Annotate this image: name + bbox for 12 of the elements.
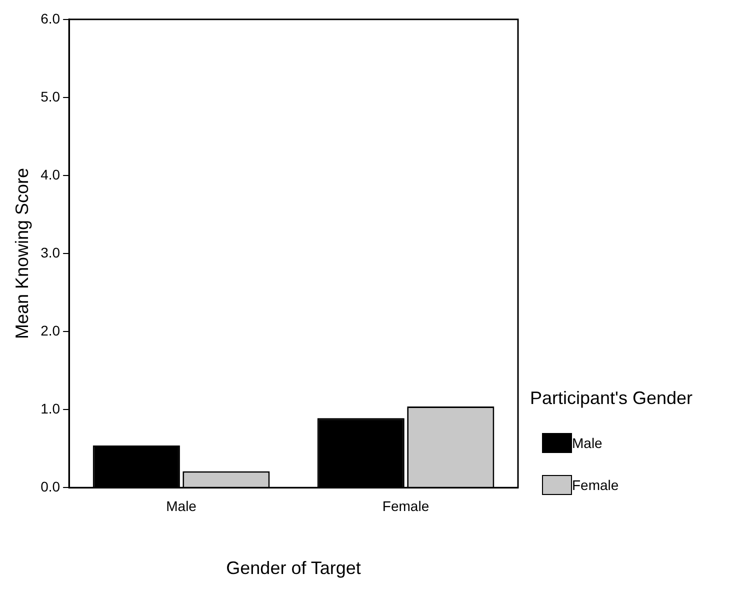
y-tick-label: 0.0 (40, 478, 60, 494)
y-tick-label: 6.0 (40, 10, 60, 26)
y-tick-label: 3.0 (40, 244, 60, 260)
y-tick-label: 1.0 (40, 400, 60, 416)
y-tick-label: 4.0 (40, 166, 60, 182)
legend-label: Male (572, 435, 602, 451)
x-axis-title: Gender of Target (226, 558, 361, 578)
y-tick-label: 2.0 (40, 322, 60, 338)
y-tick-label: 5.0 (40, 88, 60, 104)
legend-label: Female (572, 477, 619, 493)
y-axis-title: Mean Knowing Score (12, 168, 32, 340)
legend-title: Participant's Gender (530, 388, 693, 409)
